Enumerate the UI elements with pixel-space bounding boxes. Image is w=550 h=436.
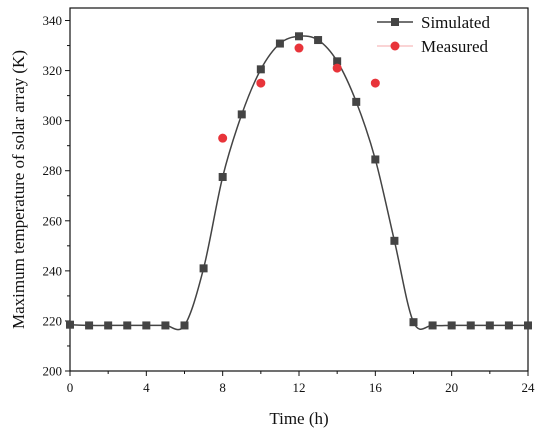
simulated-point [314, 36, 323, 45]
y-tick-label: 240 [43, 263, 63, 278]
simulated-point [428, 321, 437, 330]
x-tick-label: 24 [522, 380, 536, 395]
simulated-points [66, 32, 532, 330]
x-tick-label: 4 [143, 380, 150, 395]
simulated-point [295, 32, 303, 41]
x-axis-ticks: 0 4 8 12 16 20 24 [67, 371, 535, 395]
y-axis-ticks: 200 220 240 260 280 300 320 340 [43, 13, 70, 379]
x-axis-title: Time (h) [269, 409, 328, 428]
simulated-point [218, 172, 227, 181]
y-tick-label: 200 [43, 364, 63, 379]
measured-point [256, 78, 266, 88]
simulated-curve [69, 35, 528, 331]
measured-point [218, 133, 228, 143]
y-tick-label: 300 [43, 113, 63, 128]
simulated-point [123, 321, 132, 330]
simulated-point [504, 321, 513, 330]
legend-simulated-marker [391, 18, 399, 26]
y-axis-title: Maximum temperature of solar array (K) [9, 50, 28, 329]
y-tick-label: 220 [43, 313, 63, 328]
x-tick-label: 0 [67, 380, 74, 395]
simulated-point [371, 155, 380, 164]
simulated-point [524, 321, 532, 330]
x-tick-label: 20 [445, 380, 458, 395]
plot-border [69, 7, 529, 372]
legend-item-measured: Measured [377, 37, 489, 56]
measured-point [332, 63, 342, 73]
y-tick-label: 260 [43, 213, 63, 228]
legend-measured-label: Measured [421, 37, 489, 56]
legend-measured-marker [390, 41, 400, 51]
simulated-point [409, 318, 418, 327]
measured-point [294, 43, 304, 53]
simulated-point [333, 57, 342, 66]
legend-simulated-label: Simulated [421, 13, 490, 32]
simulated-point [66, 320, 74, 329]
simulated-point [199, 264, 208, 273]
simulated-point [447, 321, 456, 330]
x-tick-label: 16 [369, 380, 383, 395]
simulated-point [352, 97, 361, 106]
y-tick-label: 320 [43, 63, 63, 78]
simulated-point [485, 321, 494, 330]
simulated-point [466, 321, 475, 330]
simulated-point [256, 65, 265, 74]
legend-item-simulated: Simulated [377, 13, 490, 32]
simulated-point [390, 236, 399, 245]
y-tick-label: 340 [43, 13, 63, 28]
simulated-point [180, 321, 189, 330]
measured-points [218, 43, 380, 143]
simulated-point [85, 321, 94, 330]
plot-frame [69, 7, 529, 372]
x-tick-label: 12 [293, 380, 306, 395]
legend: Simulated Measured [377, 13, 490, 56]
simulated-line [69, 35, 528, 331]
simulated-point [104, 321, 113, 330]
simulated-point [237, 110, 246, 119]
simulated-point [142, 321, 151, 330]
simulated-point [161, 321, 170, 330]
simulated-point [275, 39, 284, 48]
measured-point [370, 78, 380, 88]
x-tick-label: 8 [219, 380, 226, 395]
y-tick-label: 280 [43, 163, 63, 178]
